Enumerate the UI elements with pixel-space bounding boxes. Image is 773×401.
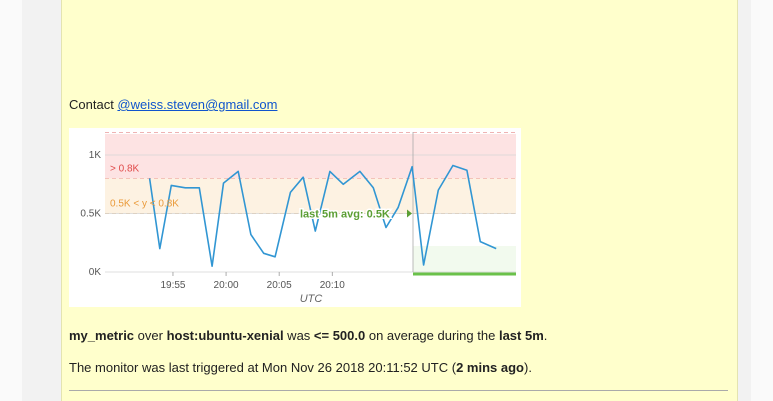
average-label: last 5m avg: 0.5K [300, 209, 390, 221]
right-gutter [751, 0, 773, 401]
ok-status-bar [413, 272, 516, 276]
y-tick-label: 1K [89, 150, 102, 161]
x-axis-label: UTC [300, 293, 323, 305]
triggered-ago: 2 mins ago [456, 360, 524, 375]
summary-on-average: on average during the [365, 328, 499, 343]
threshold-condition: <= 500.0 [313, 328, 366, 343]
metric-name: my_metric [69, 328, 135, 343]
triggered-text: The monitor was last triggered at Mon No… [69, 360, 457, 375]
summary-over: over [134, 328, 167, 343]
contact-email-link[interactable]: @weiss.steven@gmail.com [117, 97, 278, 112]
threshold-band [105, 133, 516, 179]
divider-line [69, 390, 728, 391]
y-tick-label: 0K [89, 267, 102, 278]
monitor-summary: my_metric over host:ubuntu-xenial was <=… [69, 328, 547, 343]
triggered-end: ). [523, 360, 532, 375]
evaluation-window: last 5m [498, 328, 544, 343]
x-tick-label: 20:10 [320, 280, 345, 291]
contact-line: Contact @weiss.steven@gmail.com [69, 97, 277, 112]
band-label: > 0.8K [110, 163, 140, 174]
y-tick-label: 0.5K [80, 209, 101, 220]
ok-zone [413, 246, 516, 272]
last-triggered-line: The monitor was last triggered at Mon No… [69, 360, 532, 375]
host-name: host:ubuntu-xenial [166, 328, 284, 343]
x-tick-label: 19:55 [160, 280, 185, 291]
summary-end: . [543, 328, 548, 343]
series-line [148, 164, 497, 267]
contact-prefix: Contact [69, 97, 118, 112]
average-arrow-icon [407, 209, 412, 218]
x-tick-label: 20:00 [214, 280, 239, 291]
x-tick-label: 20:05 [267, 280, 292, 291]
metric-chart: 1K 0.5K 0K 19:55 20:00 20:05 20:10 UTC > 0.8K 0.… [69, 128, 521, 307]
summary-was: was [283, 328, 314, 343]
metric-chart-svg: 1K 0.5K 0K 19:55 20:00 20:05 20:10 UTC > 0.8K 0.… [80, 132, 516, 305]
band-label: 0.5K < y < 0.8K [110, 199, 179, 210]
left-gutter [0, 0, 22, 401]
